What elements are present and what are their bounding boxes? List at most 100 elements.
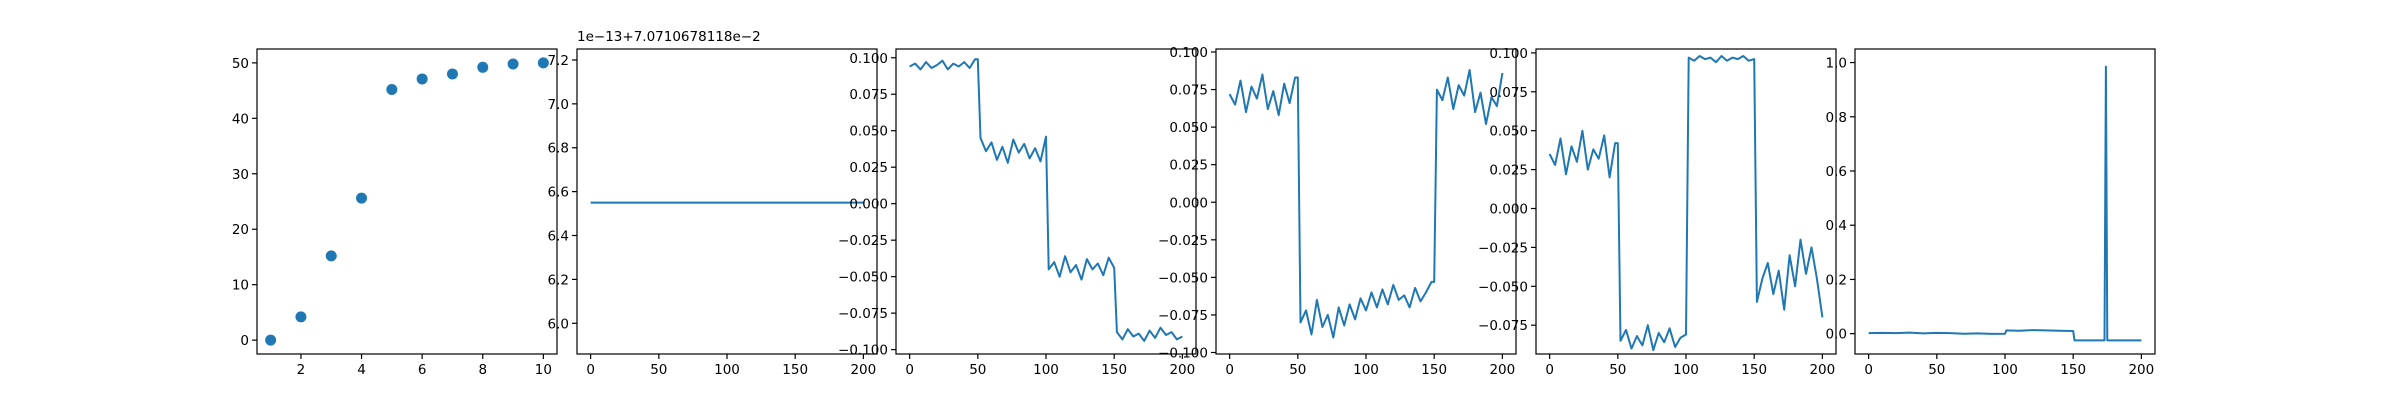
data-point xyxy=(265,334,277,346)
y-tick-label: 40 xyxy=(232,111,249,127)
x-tick-label: 50 xyxy=(1928,362,1945,378)
subplot-2: 0 50 100 150 200 6.0 6.2 6.4 6.6 6.8 7.0 7.2 1e−13+7… xyxy=(548,29,878,378)
data-point xyxy=(446,68,458,80)
y-tick-label: 0.0 xyxy=(1826,327,1847,343)
x-tick-label: 50 xyxy=(1609,362,1626,378)
series-line xyxy=(1228,69,1504,339)
y-tick-label: −0.050 xyxy=(1478,279,1528,295)
axes-frame xyxy=(256,48,558,355)
y-tick-label: 0.050 xyxy=(1489,124,1528,140)
y-tick-label: 30 xyxy=(232,167,249,183)
x-tick-label: 200 xyxy=(850,362,876,378)
series-line xyxy=(1548,55,1824,352)
y-tick-label: 0.100 xyxy=(1489,46,1528,62)
y-tick-label: 7.2 xyxy=(548,53,569,69)
x-tick-label: 150 xyxy=(1741,362,1767,378)
x-tick-label: 200 xyxy=(1169,362,1195,378)
x-tick-label: 150 xyxy=(2060,362,2086,378)
x-tick-label: 2 xyxy=(297,362,306,378)
y-tick-label: −0.050 xyxy=(838,270,888,286)
y-tick-label: −0.050 xyxy=(1158,270,1208,286)
y-tick-label: −0.075 xyxy=(1478,318,1528,334)
y-tick-label: 0.6 xyxy=(1826,164,1847,180)
y-tick-label: −0.100 xyxy=(838,343,888,359)
y-tick-label: −0.075 xyxy=(1158,308,1208,324)
subplot-5: 0 50 100 150 200 −0.075 −0.050 −0.025 0.000 0.025… xyxy=(1478,46,1837,378)
x-tick-label: 100 xyxy=(1673,362,1699,378)
y-tick-label: 0.050 xyxy=(849,124,888,140)
data-point xyxy=(507,58,519,70)
subplot-1: 2 4 6 8 10 0 10 20 30 40 50 xyxy=(232,48,558,378)
y-tick-label: 0.8 xyxy=(1826,110,1847,126)
x-tick-label: 8 xyxy=(478,362,487,378)
y-tick-label: −0.075 xyxy=(838,306,888,322)
y-tick-label: 6.6 xyxy=(548,185,569,201)
x-tick-label: 50 xyxy=(1289,362,1306,378)
y-tick-label: −0.025 xyxy=(1158,233,1208,249)
y-tick-label: 0.000 xyxy=(1489,202,1528,218)
x-tick-label: 150 xyxy=(1101,362,1127,378)
subplot-3: 0 50 100 150 200 −0.100 −0.075 −0.050 −0.025 0.00… xyxy=(838,48,1197,378)
data-point xyxy=(386,83,398,95)
y-tick-label: 0.025 xyxy=(1489,163,1528,179)
y-tick-label: 20 xyxy=(232,222,249,238)
axes-frame xyxy=(1854,48,2156,355)
x-tick-label: 10 xyxy=(535,362,552,378)
data-point xyxy=(416,73,428,85)
data-point xyxy=(477,61,489,73)
y-tick-label: 0.2 xyxy=(1826,272,1847,288)
y-tick-label: 0.100 xyxy=(849,51,888,67)
x-tick-label: 0 xyxy=(586,362,595,378)
y-tick-label: 7.0 xyxy=(548,97,569,113)
x-tick-label: 100 xyxy=(1033,362,1059,378)
y-tick-label: 1.0 xyxy=(1826,56,1847,72)
y-tick-label: −0.100 xyxy=(1158,345,1208,361)
data-point xyxy=(356,192,368,204)
y-tick-label: 0.000 xyxy=(1169,195,1208,211)
y-tick-label: 6.8 xyxy=(548,141,569,157)
x-tick-label: 200 xyxy=(1489,362,1515,378)
x-tick-label: 4 xyxy=(357,362,366,378)
x-tick-label: 100 xyxy=(1353,362,1379,378)
y-tick-label: 10 xyxy=(232,278,249,294)
y-tick-label: 0.4 xyxy=(1826,218,1847,234)
x-tick-label: 100 xyxy=(1992,362,2018,378)
y-tick-label: 50 xyxy=(232,56,249,72)
x-tick-label: 50 xyxy=(650,362,667,378)
y-tick-label: 6.2 xyxy=(548,272,569,288)
y-tick-label: 0.025 xyxy=(1169,158,1208,174)
x-tick-label: 0 xyxy=(1864,362,1873,378)
x-tick-label: 200 xyxy=(2128,362,2154,378)
y-tick-label: 0.075 xyxy=(1489,85,1528,101)
series-line xyxy=(909,58,1183,342)
y-tick-label: 0.075 xyxy=(1169,83,1208,99)
y-tick-label: 0 xyxy=(240,333,249,349)
x-tick-label: 200 xyxy=(1809,362,1835,378)
y-tick-label: 6.4 xyxy=(548,229,569,245)
subplot-4: 0 50 100 150 200−0.100−0.075−0.050−0.0250.00… xyxy=(1158,45,1517,378)
axes-frame xyxy=(576,48,878,355)
data-point xyxy=(537,57,549,69)
y-tick-label: 0.025 xyxy=(849,160,888,176)
x-tick-label: 100 xyxy=(714,362,740,378)
y-tick-label: 6.0 xyxy=(548,316,569,332)
x-tick-label: 0 xyxy=(1545,362,1554,378)
x-tick-label: 0 xyxy=(1225,362,1234,378)
x-tick-label: 50 xyxy=(969,362,986,378)
data-point xyxy=(325,250,337,262)
x-tick-label: 6 xyxy=(418,362,427,378)
x-tick-label: 150 xyxy=(782,362,808,378)
y-tick-label: 0.075 xyxy=(849,87,888,103)
y-tick-label: −0.025 xyxy=(838,233,888,249)
y-tick-label: 0.050 xyxy=(1169,120,1208,136)
axis-offset-text: 1e−13+7.0710678118e−2 xyxy=(577,29,761,45)
x-tick-label: 150 xyxy=(1421,362,1447,378)
axes-frame xyxy=(895,48,1197,355)
x-tick-label: 0 xyxy=(905,362,914,378)
subplot-6: 0 50 100 150 200 0.0 0.2 0.4 0.6 0.8 1.0 xyxy=(1826,48,2156,378)
y-tick-label: 0.100 xyxy=(1169,45,1208,61)
data-point xyxy=(295,311,307,323)
y-tick-label: 0.000 xyxy=(849,197,888,213)
y-tick-label: −0.025 xyxy=(1478,240,1528,256)
